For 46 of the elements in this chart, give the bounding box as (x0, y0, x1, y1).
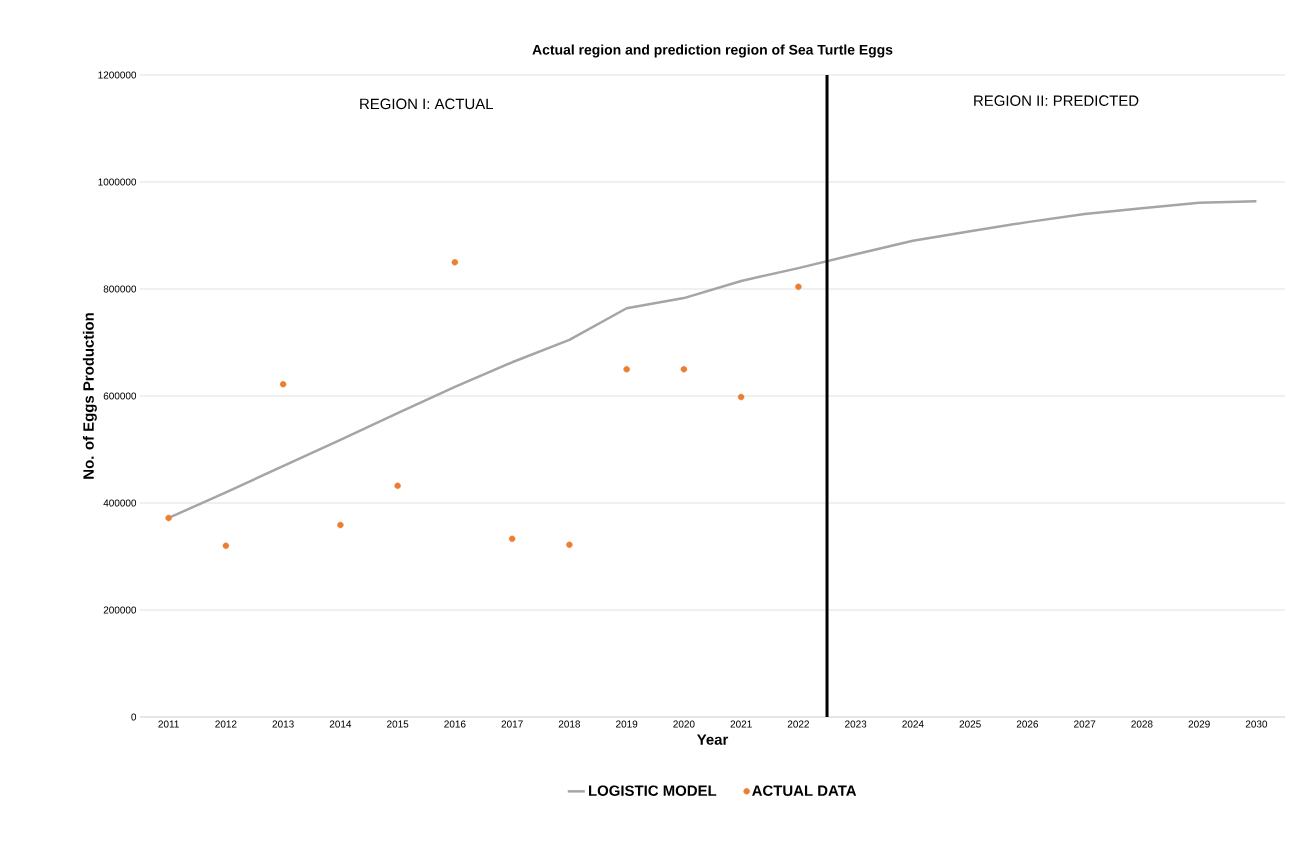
x-tick-label: 2028 (1131, 720, 1153, 728)
x-tick-label: 2012 (215, 720, 237, 728)
y-tick-label: 400000 (103, 499, 137, 507)
legend-label: LOGISTIC MODEL (589, 785, 717, 796)
x-tick-label: 2026 (1016, 720, 1039, 728)
point (279, 381, 287, 388)
y-tick-label: 600000 (103, 392, 137, 400)
point (394, 482, 401, 490)
x-axis-title: Year (696, 734, 729, 745)
point (566, 541, 573, 548)
point (623, 366, 630, 373)
point (795, 283, 802, 291)
x-tick-label: 2020 (673, 720, 695, 728)
x-tick-label: 2027 (1074, 720, 1096, 728)
point (508, 535, 516, 543)
x-tick-label: 2014 (329, 720, 352, 728)
x-tick-label: 2017 (501, 720, 523, 728)
point (737, 393, 745, 401)
x-tick-label: 2019 (616, 720, 638, 728)
chart-title: Actual region and prediction region of Sea Turtle Eggs (532, 44, 893, 58)
legend-label: ACTUAL DATA (752, 785, 857, 796)
x-tick-label: 2021 (730, 720, 752, 728)
point (337, 521, 344, 529)
x-tick-label: 2013 (272, 720, 294, 728)
x-tick-label: 2016 (444, 720, 466, 728)
x-tick-label: 2018 (558, 720, 581, 728)
y-tick-label: 0 (131, 713, 137, 721)
x-tick-label: 2024 (902, 720, 924, 728)
y-axis-title: No. of Eggs Production (82, 313, 97, 479)
x-tick-label: 2030 (1245, 720, 1268, 728)
annotation: REGION II: PREDICTED (974, 95, 1139, 106)
point (222, 542, 230, 549)
x-tick-label: 2025 (959, 720, 981, 728)
y-tick-label: 200000 (103, 606, 137, 614)
y-tick-label: 800000 (103, 285, 137, 293)
y-tick-label: 1200000 (98, 71, 137, 79)
point (680, 366, 688, 373)
x-tick-label: 2023 (845, 720, 867, 728)
point (451, 259, 459, 266)
y-tick-label: 1000000 (98, 178, 137, 186)
x-tick-label: 2029 (1188, 720, 1210, 728)
annotation: REGION I: ACTUAL (360, 98, 494, 110)
x-tick-label: 2011 (158, 720, 179, 728)
x-tick-label: 2022 (787, 720, 809, 728)
point (165, 514, 172, 522)
x-tick-label: 2015 (387, 720, 409, 728)
